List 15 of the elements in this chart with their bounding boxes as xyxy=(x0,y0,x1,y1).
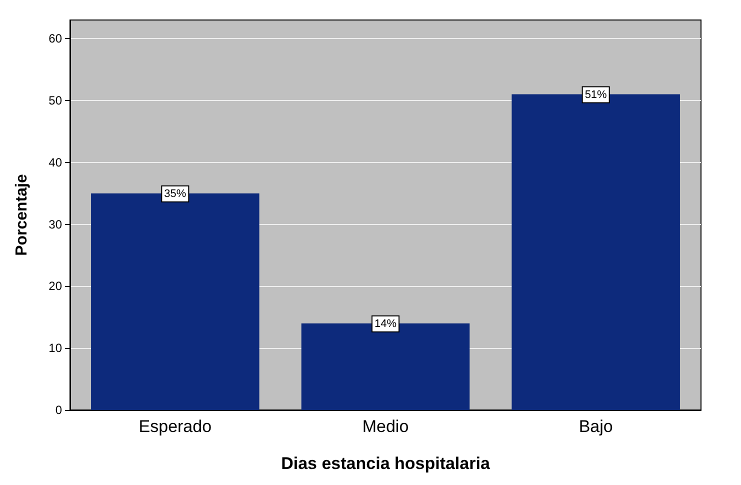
x-tick-label: Esperado xyxy=(138,417,212,436)
x-tick-label: Bajo xyxy=(578,417,613,436)
y-axis-title: Porcentaje xyxy=(14,174,30,256)
x-axis-title: Dias estancia hospitalaria xyxy=(281,454,490,473)
data-label: 51% xyxy=(584,88,608,101)
data-label: 35% xyxy=(164,188,186,200)
data-label: 14% xyxy=(374,318,397,330)
y-tick-label: 10 xyxy=(48,341,62,356)
x-tick-label: Medio xyxy=(362,417,409,436)
y-tick-label: 20 xyxy=(48,279,62,294)
y-tick-label: 50 xyxy=(48,93,62,108)
y-tick-label: 60 xyxy=(48,32,62,46)
y-tick-label: 30 xyxy=(48,217,62,232)
y-tick-label: 0 xyxy=(55,403,62,417)
y-tick-label: 40 xyxy=(48,155,62,170)
